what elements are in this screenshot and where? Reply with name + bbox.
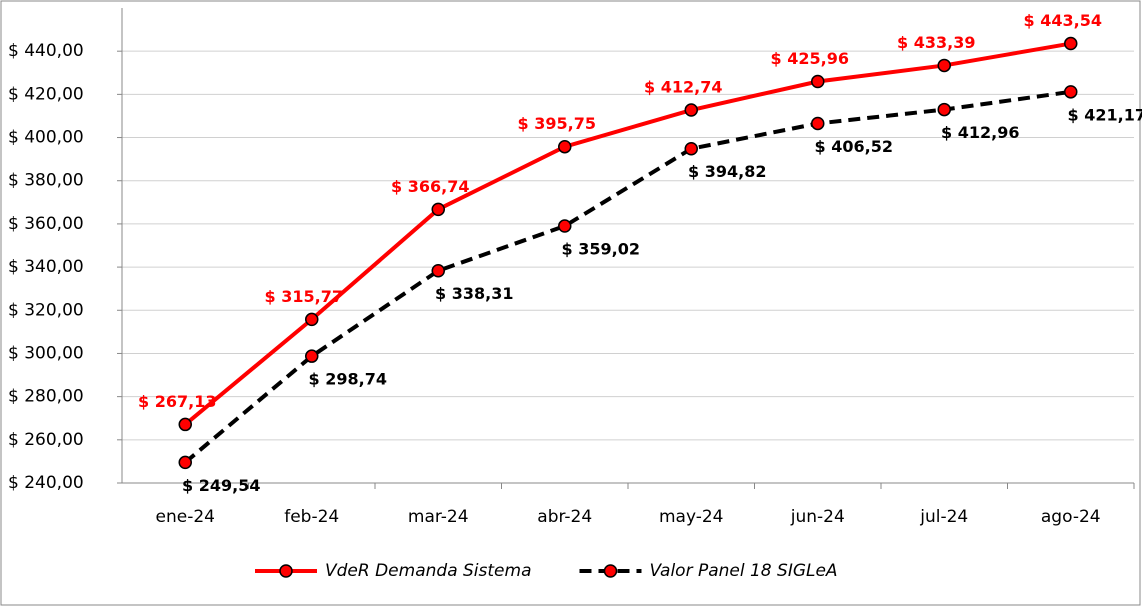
x-tick-label: mar-24 — [408, 507, 469, 527]
marker — [558, 219, 572, 233]
y-tick-label: $ 380,00 — [8, 171, 84, 191]
y-tick-label: $ 320,00 — [8, 300, 84, 320]
y-tick-label: $ 360,00 — [8, 214, 84, 234]
data-label: $ 421,17 — [1068, 105, 1142, 124]
data-label: $ 315,77 — [265, 287, 343, 306]
legend-marker — [603, 564, 618, 578]
marker — [811, 116, 825, 131]
marker — [684, 141, 698, 156]
legend-label: Valor Panel 18 SIGLeA — [649, 561, 837, 581]
y-tick-label: $ 400,00 — [8, 128, 84, 148]
marker — [937, 58, 951, 73]
data-label: $ 412,74 — [644, 78, 722, 97]
data-label: $ 406,52 — [815, 137, 893, 156]
x-tick-label: abr-24 — [537, 507, 592, 527]
data-label: $ 395,75 — [518, 114, 596, 133]
legend-label: VdeR Demanda Sistema — [325, 561, 531, 581]
y-tick-label: $ 340,00 — [8, 257, 84, 277]
x-tick-label: ago-24 — [1041, 507, 1101, 527]
x-tick-label: may-24 — [659, 507, 724, 527]
marker — [1064, 36, 1078, 51]
marker — [305, 312, 319, 327]
series-line — [183, 89, 1072, 464]
data-label: $ 433,39 — [897, 33, 975, 52]
marker — [178, 455, 192, 470]
y-tick-label: $ 260,00 — [8, 430, 84, 450]
y-tick-label: $ 240,00 — [8, 473, 84, 493]
data-label: $ 394,82 — [688, 162, 766, 181]
x-tick-label: jul-24 — [919, 507, 968, 527]
marker — [937, 102, 951, 117]
data-label: $ 425,96 — [771, 49, 849, 68]
marker — [305, 349, 319, 363]
data-label: $ 412,96 — [941, 123, 1019, 142]
marker — [684, 103, 698, 117]
y-tick-label: $ 280,00 — [8, 387, 84, 407]
x-tick-label: jun-24 — [790, 507, 845, 527]
marker — [431, 263, 445, 278]
series-line — [183, 41, 1072, 426]
data-label: $ 267,13 — [138, 392, 216, 411]
marker — [431, 202, 445, 217]
data-label: $ 338,31 — [435, 284, 513, 303]
marker — [178, 417, 192, 432]
y-tick-label: $ 420,00 — [8, 84, 84, 104]
y-tick-label: $ 300,00 — [8, 343, 84, 363]
legend-marker — [279, 564, 293, 578]
x-tick-label: ene-24 — [156, 507, 215, 527]
y-tick-label: $ 440,00 — [8, 41, 84, 61]
data-label: $ 443,54 — [1024, 11, 1102, 30]
data-label: $ 366,74 — [391, 177, 469, 196]
data-label: $ 249,54 — [182, 476, 260, 495]
marker — [811, 74, 825, 89]
x-tick-label: feb-24 — [284, 507, 339, 527]
data-label: $ 298,74 — [309, 370, 387, 389]
marker — [558, 139, 572, 154]
marker — [1064, 85, 1078, 99]
data-label: $ 359,02 — [562, 240, 640, 259]
